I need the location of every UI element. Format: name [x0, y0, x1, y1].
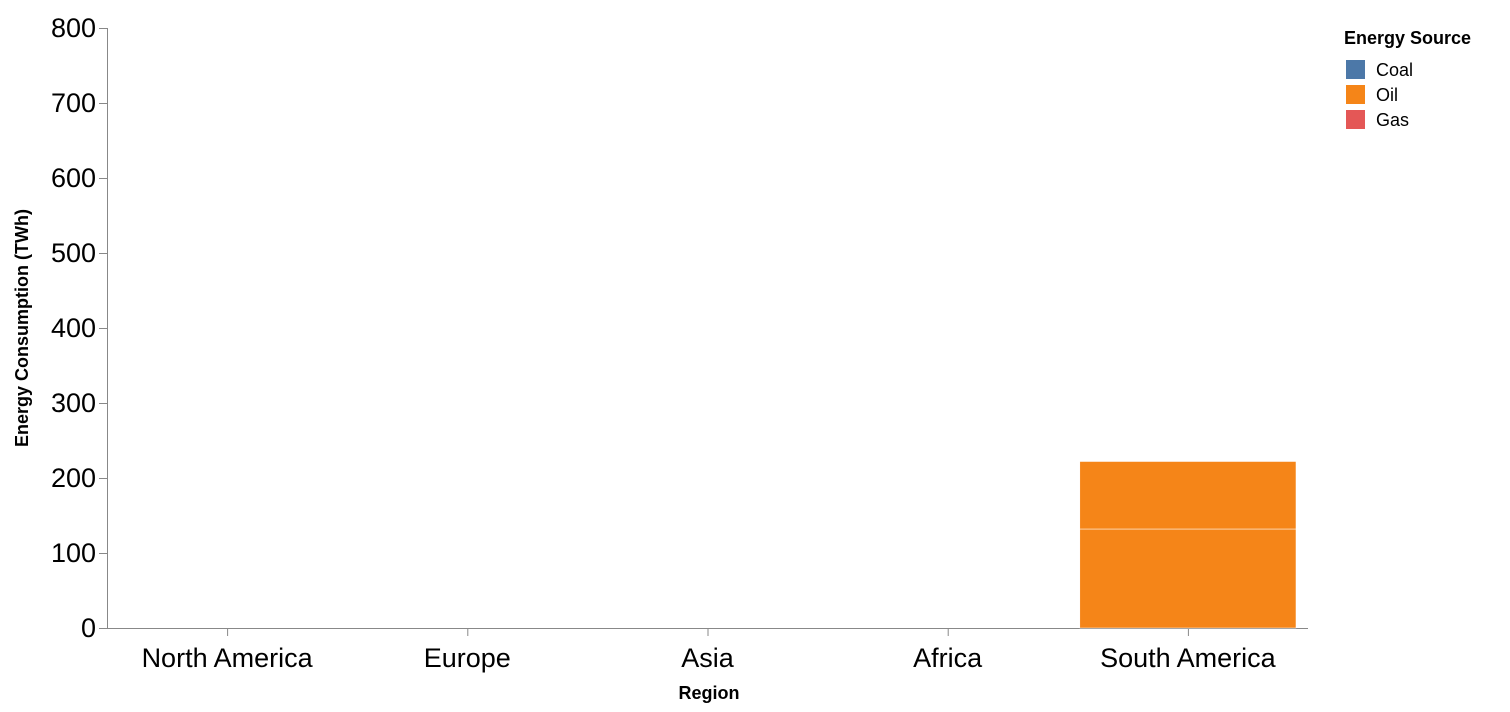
y-tick-label: 500	[51, 238, 96, 268]
legend-label: Oil	[1376, 85, 1398, 105]
bars	[1079, 461, 1297, 629]
legend-swatch	[1346, 85, 1365, 104]
y-tick-label: 300	[51, 388, 96, 418]
bar-segment	[1079, 461, 1297, 530]
legend-label: Gas	[1376, 110, 1409, 130]
y-tick-label: 400	[51, 313, 96, 343]
x-tick-label: South America	[1100, 643, 1277, 673]
legend-swatch	[1346, 110, 1365, 129]
legend: Energy Source Coal Oil Gas	[1344, 28, 1471, 130]
x-axis: North America Europe Asia Africa South Ameri…	[107, 628, 1308, 673]
y-tick-label: 200	[51, 463, 96, 493]
y-tick-label: 100	[51, 538, 96, 568]
y-axis-title: Energy Consumption (TWh)	[12, 209, 32, 447]
y-tick-label: 700	[51, 88, 96, 118]
legend-label: Coal	[1376, 60, 1413, 80]
x-axis-title: Region	[679, 683, 740, 703]
bar-segment	[1079, 528, 1297, 629]
x-tick-label: North America	[142, 643, 314, 673]
x-tick-label: Europe	[424, 643, 511, 673]
y-tick-label: 600	[51, 163, 96, 193]
legend-swatch	[1346, 60, 1365, 79]
x-tick-label: Africa	[913, 643, 983, 673]
legend-entries: Coal Oil Gas	[1346, 60, 1413, 130]
legend-title: Energy Source	[1344, 28, 1471, 48]
x-tick-label: Asia	[681, 643, 735, 673]
y-tick-label: 800	[51, 13, 96, 43]
y-tick-label: 0	[81, 613, 96, 643]
y-axis: 0 100 200 300 400 500 600 700 800	[51, 13, 108, 643]
